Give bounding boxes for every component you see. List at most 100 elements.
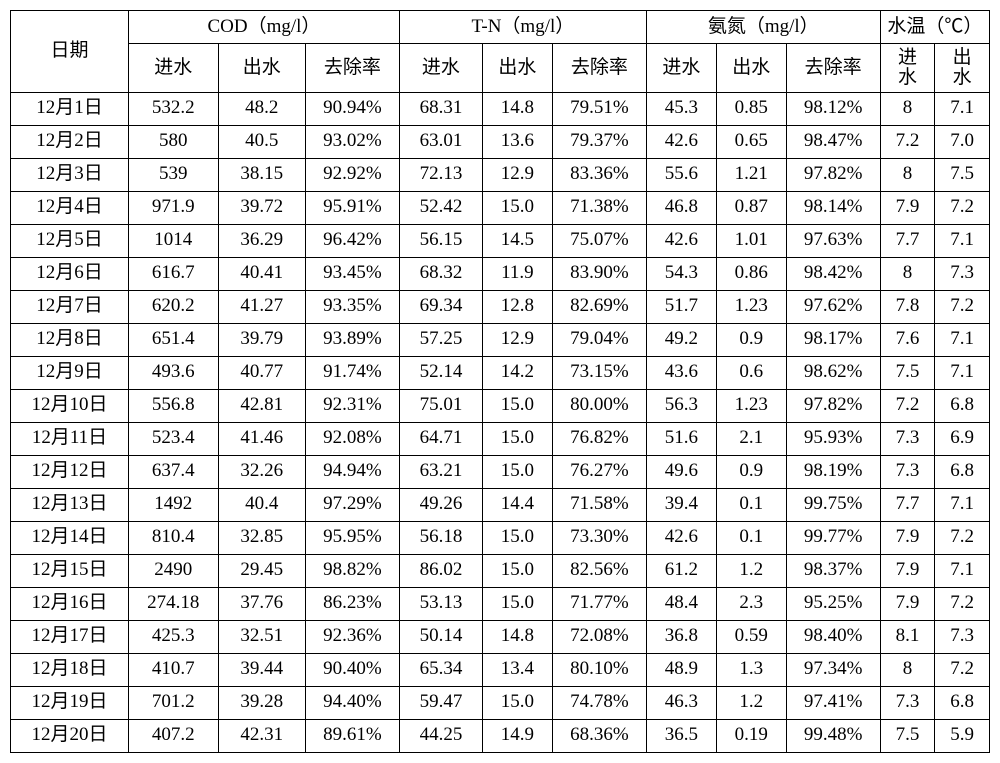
cell-cod_rm: 95.95% (305, 521, 399, 554)
table-row: 12月3日53938.1592.92%72.1312.983.36%55.61.… (11, 158, 990, 191)
cell-nh_in: 36.5 (646, 719, 716, 752)
cell-temp_in: 7.5 (880, 356, 935, 389)
cell-date: 12月17日 (11, 620, 129, 653)
table-row: 12月13日149240.497.29%49.2614.471.58%39.40… (11, 488, 990, 521)
cell-tn_out: 12.9 (482, 158, 552, 191)
cell-tn_in: 59.47 (399, 686, 482, 719)
cell-temp_out: 7.1 (935, 356, 990, 389)
cell-tn_rm: 73.15% (552, 356, 646, 389)
cell-tn_in: 56.15 (399, 224, 482, 257)
cell-temp_in: 7.9 (880, 521, 935, 554)
cell-cod_out: 40.77 (218, 356, 305, 389)
cell-cod_rm: 97.29% (305, 488, 399, 521)
cell-cod_rm: 90.40% (305, 653, 399, 686)
cell-nh_out: 1.3 (716, 653, 786, 686)
cell-temp_out: 6.9 (935, 422, 990, 455)
cell-nh_out: 1.2 (716, 686, 786, 719)
cell-tn_out: 14.8 (482, 620, 552, 653)
cell-cod_rm: 92.36% (305, 620, 399, 653)
cell-nh_out: 1.01 (716, 224, 786, 257)
cell-nh_in: 61.2 (646, 554, 716, 587)
cell-nh_in: 48.9 (646, 653, 716, 686)
cell-nh_out: 0.19 (716, 719, 786, 752)
cell-cod_in: 539 (128, 158, 218, 191)
table-row: 12月14日810.432.8595.95%56.1815.073.30%42.… (11, 521, 990, 554)
cell-date: 12月13日 (11, 488, 129, 521)
cell-temp_in: 7.5 (880, 719, 935, 752)
cell-cod_rm: 98.82% (305, 554, 399, 587)
cell-tn_out: 14.4 (482, 488, 552, 521)
cell-temp_out: 7.3 (935, 257, 990, 290)
cell-temp_out: 7.2 (935, 191, 990, 224)
cell-nh_rm: 98.17% (786, 323, 880, 356)
table-row: 12月6日616.740.4193.45%68.3211.983.90%54.3… (11, 257, 990, 290)
col-tn-in: 进水 (399, 44, 482, 93)
cell-nh_out: 1.2 (716, 554, 786, 587)
cell-temp_in: 7.9 (880, 587, 935, 620)
cell-tn_out: 14.8 (482, 92, 552, 125)
cell-temp_in: 7.6 (880, 323, 935, 356)
cell-cod_out: 29.45 (218, 554, 305, 587)
table-wrapper: 日期 COD（mg/l） T-N（mg/l） 氨氮（mg/l） 水温（℃） 进水… (10, 10, 990, 753)
cell-cod_rm: 86.23% (305, 587, 399, 620)
cell-nh_rm: 95.93% (786, 422, 880, 455)
cell-tn_in: 75.01 (399, 389, 482, 422)
cell-tn_out: 12.9 (482, 323, 552, 356)
cell-date: 12月20日 (11, 719, 129, 752)
cell-tn_out: 15.0 (482, 455, 552, 488)
cell-nh_rm: 98.19% (786, 455, 880, 488)
cell-tn_in: 69.34 (399, 290, 482, 323)
cell-nh_rm: 97.62% (786, 290, 880, 323)
cell-nh_in: 46.8 (646, 191, 716, 224)
cell-temp_in: 7.3 (880, 422, 935, 455)
table-row: 12月10日556.842.8192.31%75.0115.080.00%56.… (11, 389, 990, 422)
cell-cod_rm: 96.42% (305, 224, 399, 257)
cell-temp_out: 6.8 (935, 389, 990, 422)
cell-nh_in: 46.3 (646, 686, 716, 719)
cell-tn_out: 15.0 (482, 554, 552, 587)
col-nh-out: 出水 (716, 44, 786, 93)
cell-nh_in: 42.6 (646, 125, 716, 158)
cell-tn_rm: 79.04% (552, 323, 646, 356)
cell-nh_out: 0.1 (716, 521, 786, 554)
cell-nh_out: 1.23 (716, 389, 786, 422)
cell-cod_in: 971.9 (128, 191, 218, 224)
cell-date: 12月16日 (11, 587, 129, 620)
cell-temp_in: 7.2 (880, 125, 935, 158)
table-body: 12月1日532.248.290.94%68.3114.879.51%45.30… (11, 92, 990, 752)
cell-temp_in: 7.9 (880, 191, 935, 224)
cell-tn_out: 11.9 (482, 257, 552, 290)
cell-tn_out: 15.0 (482, 191, 552, 224)
cell-tn_in: 52.42 (399, 191, 482, 224)
cell-nh_rm: 98.62% (786, 356, 880, 389)
table-row: 12月16日274.1837.7686.23%53.1315.071.77%48… (11, 587, 990, 620)
cell-temp_out: 7.1 (935, 488, 990, 521)
cell-cod_in: 493.6 (128, 356, 218, 389)
cell-temp_in: 7.7 (880, 224, 935, 257)
cell-tn_out: 15.0 (482, 389, 552, 422)
cell-cod_in: 556.8 (128, 389, 218, 422)
cell-tn_rm: 71.38% (552, 191, 646, 224)
cell-nh_out: 0.9 (716, 455, 786, 488)
cell-tn_in: 72.13 (399, 158, 482, 191)
cell-nh_rm: 98.14% (786, 191, 880, 224)
cell-nh_rm: 99.77% (786, 521, 880, 554)
cell-cod_in: 1492 (128, 488, 218, 521)
cell-date: 12月4日 (11, 191, 129, 224)
cell-nh_rm: 98.12% (786, 92, 880, 125)
cell-cod_in: 410.7 (128, 653, 218, 686)
cell-tn_out: 14.5 (482, 224, 552, 257)
table-row: 12月4日971.939.7295.91%52.4215.071.38%46.8… (11, 191, 990, 224)
cell-temp_in: 7.7 (880, 488, 935, 521)
cell-temp_in: 7.2 (880, 389, 935, 422)
cell-cod_rm: 92.31% (305, 389, 399, 422)
cell-cod_out: 40.4 (218, 488, 305, 521)
col-temp-in: 进 水 (880, 44, 935, 93)
cell-tn_in: 65.34 (399, 653, 482, 686)
cell-nh_out: 0.87 (716, 191, 786, 224)
cell-tn_out: 13.6 (482, 125, 552, 158)
table-row: 12月20日407.242.3189.61%44.2514.968.36%36.… (11, 719, 990, 752)
cell-nh_rm: 97.41% (786, 686, 880, 719)
cell-cod_out: 32.51 (218, 620, 305, 653)
table-row: 12月17日425.332.5192.36%50.1414.872.08%36.… (11, 620, 990, 653)
